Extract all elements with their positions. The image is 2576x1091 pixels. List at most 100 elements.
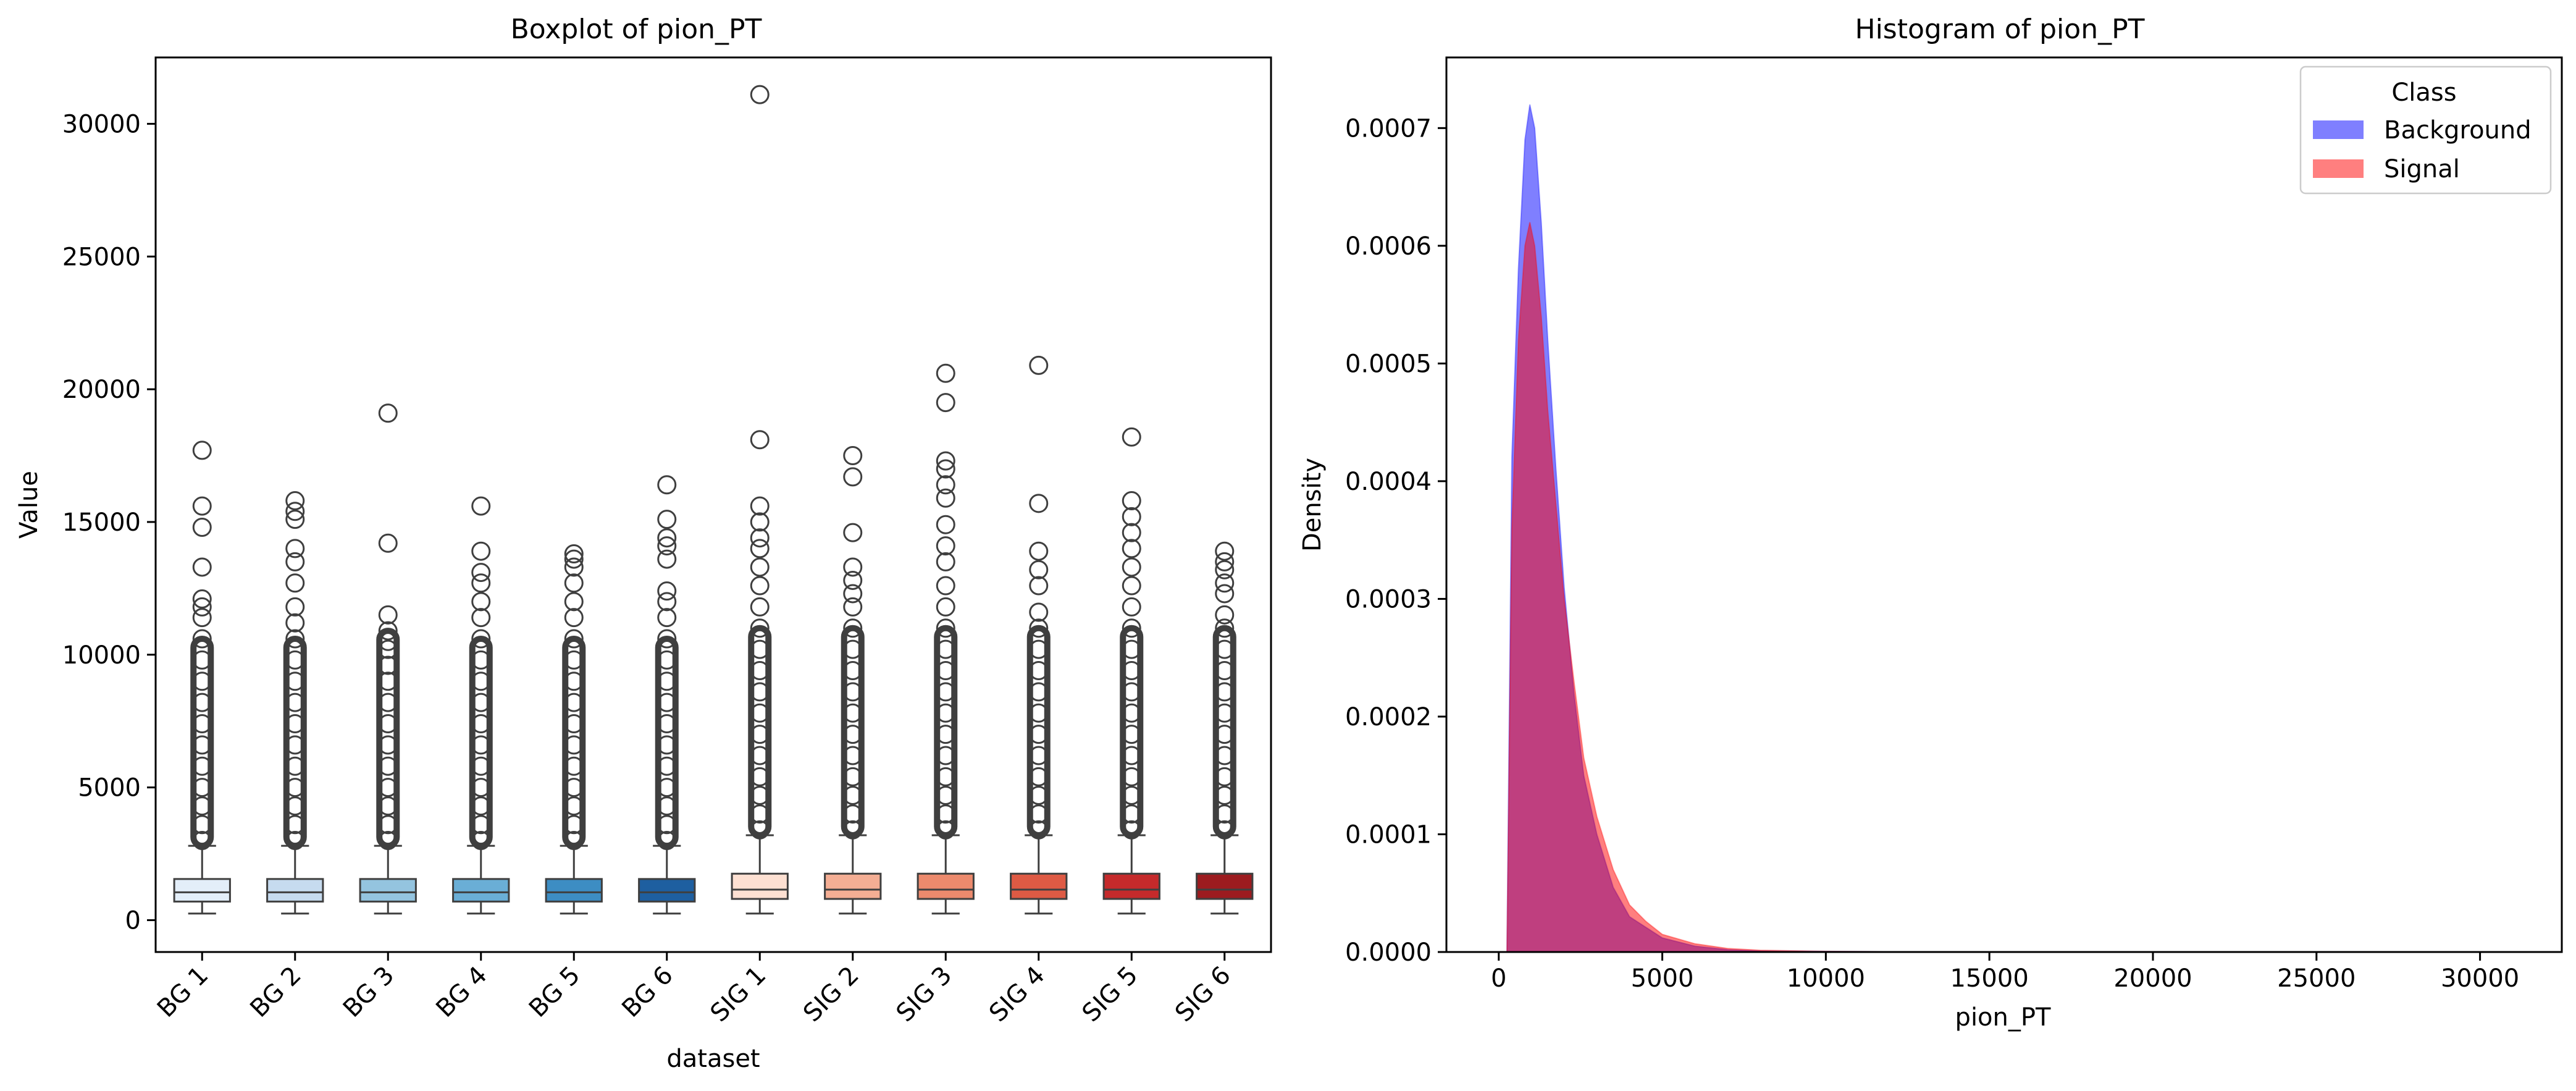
- boxplot-flier: [1215, 541, 1235, 561]
- boxplot-flier: [471, 756, 491, 776]
- boxplot-flier: [750, 746, 770, 765]
- boxplot-flier: [285, 693, 305, 712]
- boxplot-flier: [564, 831, 584, 851]
- boxplot-flier: [564, 796, 584, 816]
- boxplot-flier: [657, 778, 677, 798]
- boxplot-box: [452, 878, 510, 903]
- boxplot-flier: [1029, 785, 1049, 805]
- boxplot-box-group: [545, 544, 603, 915]
- boxplot-flier: [750, 785, 770, 805]
- boxplot-flier: [564, 544, 584, 563]
- histogram-y-tick-label: 0.0006: [1345, 232, 1432, 261]
- boxplot-flier: [1029, 602, 1049, 622]
- boxplot-flier: [936, 475, 955, 495]
- boxplot-flier: [657, 608, 677, 628]
- boxplot-flier: [750, 85, 770, 104]
- boxplot-box-group: [917, 363, 975, 915]
- boxplot-flier: [843, 570, 863, 590]
- boxplot-flier: [1122, 507, 1141, 526]
- boxplot-flier: [471, 592, 491, 612]
- boxplot-flier: [285, 778, 305, 798]
- boxplot-flier: [936, 725, 955, 744]
- boxplot-x-tick-label: BG 5: [524, 961, 585, 1023]
- boxplot-flier: [564, 608, 584, 628]
- boxplot-flier: [1122, 523, 1141, 542]
- boxplot-flier: [936, 515, 955, 534]
- boxplot-x-tick-label: BG 1: [152, 961, 214, 1023]
- boxplot-y-tick-label: 10000: [62, 641, 141, 670]
- boxplot-flier: [471, 541, 491, 561]
- boxplot-flier: [936, 785, 955, 805]
- boxplot-x-tick-label: SIG 6: [1170, 961, 1236, 1028]
- boxplot-box: [545, 878, 603, 903]
- boxplot-flier: [285, 552, 305, 571]
- boxplot-flier: [843, 661, 863, 681]
- boxplot-flier: [285, 613, 305, 633]
- boxplot-flier: [843, 746, 863, 765]
- histogram-x-tick-label: 0: [1491, 964, 1506, 993]
- boxplot-flier: [471, 563, 491, 583]
- boxplot-flier: [936, 363, 955, 383]
- boxplot-flier: [378, 639, 398, 659]
- boxplot-flier: [564, 557, 584, 577]
- boxplot-flier: [936, 804, 955, 824]
- histogram-legend: Class Background Signal: [2299, 65, 2552, 195]
- boxplot-flier: [1029, 820, 1049, 840]
- boxplot-flier: [936, 767, 955, 786]
- boxplot-box-group: [1102, 427, 1160, 915]
- boxplot-flier: [378, 693, 398, 712]
- boxplot-y-tick-label: 20000: [62, 376, 141, 404]
- boxplot-flier: [1122, 639, 1141, 659]
- boxplot-flier: [657, 714, 677, 733]
- boxplot-flier: [1122, 576, 1141, 596]
- boxplot-flier: [378, 621, 398, 641]
- legend-swatch-background: [2313, 120, 2364, 139]
- boxplot-flier: [843, 446, 863, 466]
- boxplot-flier: [378, 672, 398, 691]
- boxplot-flier: [378, 655, 398, 675]
- histogram-x-tick-label: 10000: [1787, 964, 1865, 993]
- boxplot-flier: [843, 523, 863, 542]
- boxplot-flier: [843, 682, 863, 702]
- boxplot-flier: [657, 510, 677, 529]
- boxplot-flier: [471, 815, 491, 835]
- histogram-panel: Histogram of pion_PT 0.00000.00010.00020…: [1298, 14, 2563, 1032]
- boxplot-x-tick-label: BG 6: [616, 961, 678, 1023]
- boxplot-flier: [750, 430, 770, 450]
- boxplot-y-tick-label: 25000: [62, 243, 141, 271]
- boxplot-flier: [843, 618, 863, 638]
- boxplot-flier: [285, 650, 305, 670]
- histogram-y-tick-label: 0.0005: [1345, 350, 1432, 378]
- boxplot-flier: [192, 796, 212, 816]
- boxplot-flier: [192, 756, 212, 776]
- boxplot-flier: [936, 576, 955, 596]
- boxplot-flier: [936, 536, 955, 556]
- boxplot-box: [824, 872, 882, 900]
- boxplot-flier: [192, 735, 212, 755]
- boxplot-x-tick-label: BG 4: [430, 961, 492, 1023]
- boxplot-flier: [750, 820, 770, 840]
- boxplot-flier: [1215, 618, 1235, 638]
- boxplot-flier: [657, 756, 677, 776]
- boxplot-flier: [471, 650, 491, 670]
- boxplot-flier: [843, 584, 863, 604]
- boxplot-flier: [378, 403, 398, 423]
- boxplot-flier: [750, 725, 770, 744]
- boxplot-box-group: [1010, 355, 1068, 915]
- boxplot-flier: [936, 488, 955, 508]
- boxplot-flier: [1215, 767, 1235, 786]
- boxplot-flier: [192, 672, 212, 691]
- histogram-y-axis-label: Density: [1298, 458, 1327, 552]
- boxplot-flier: [1122, 618, 1141, 638]
- boxplot-x-tick-label: SIG 5: [1077, 961, 1144, 1028]
- histogram-x-tick-label: 5000: [1631, 964, 1694, 993]
- histogram-y-tick-label: 0.0001: [1345, 820, 1432, 849]
- histogram-y-tick-label: 0.0004: [1345, 468, 1432, 496]
- boxplot-box-group: [452, 496, 510, 915]
- histogram-x-tick-label: 25000: [2277, 964, 2356, 993]
- boxplot-flier: [1215, 682, 1235, 702]
- boxplot-flier: [1029, 639, 1049, 659]
- boxplot-flier: [843, 804, 863, 824]
- boxplot-box-group: [638, 475, 696, 915]
